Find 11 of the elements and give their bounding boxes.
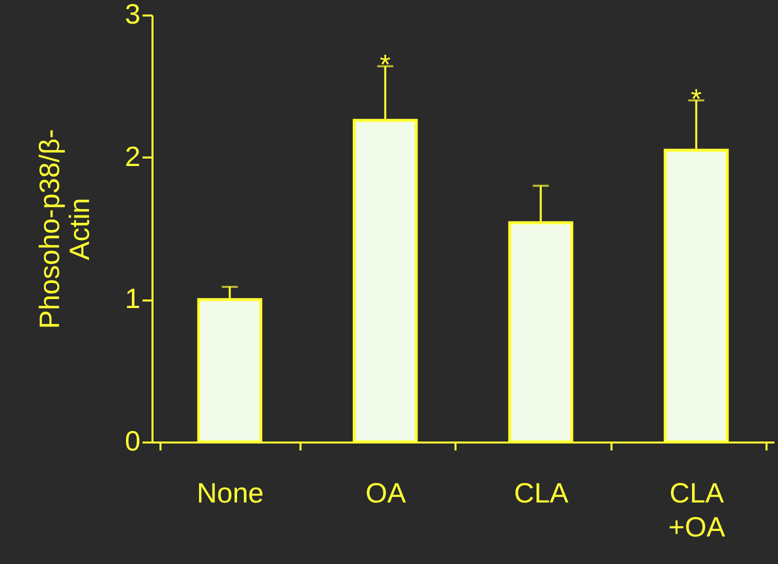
y-tick-label: 2 [124,140,140,172]
annotation: * [380,49,391,80]
y-tick-label: 3 [124,0,140,30]
y-axis-title: Phosoho-p38/β- Actin [34,129,95,329]
x-tick-label: None [196,478,264,508]
x-tick-label: CLA +OA [668,478,726,542]
y-tick-label: 1 [124,283,140,314]
annotation: * [690,83,702,114]
x-tick-label: CLA [514,478,569,508]
y-tick-label: 0 [124,426,140,456]
x-tick-label: OA [366,478,406,508]
